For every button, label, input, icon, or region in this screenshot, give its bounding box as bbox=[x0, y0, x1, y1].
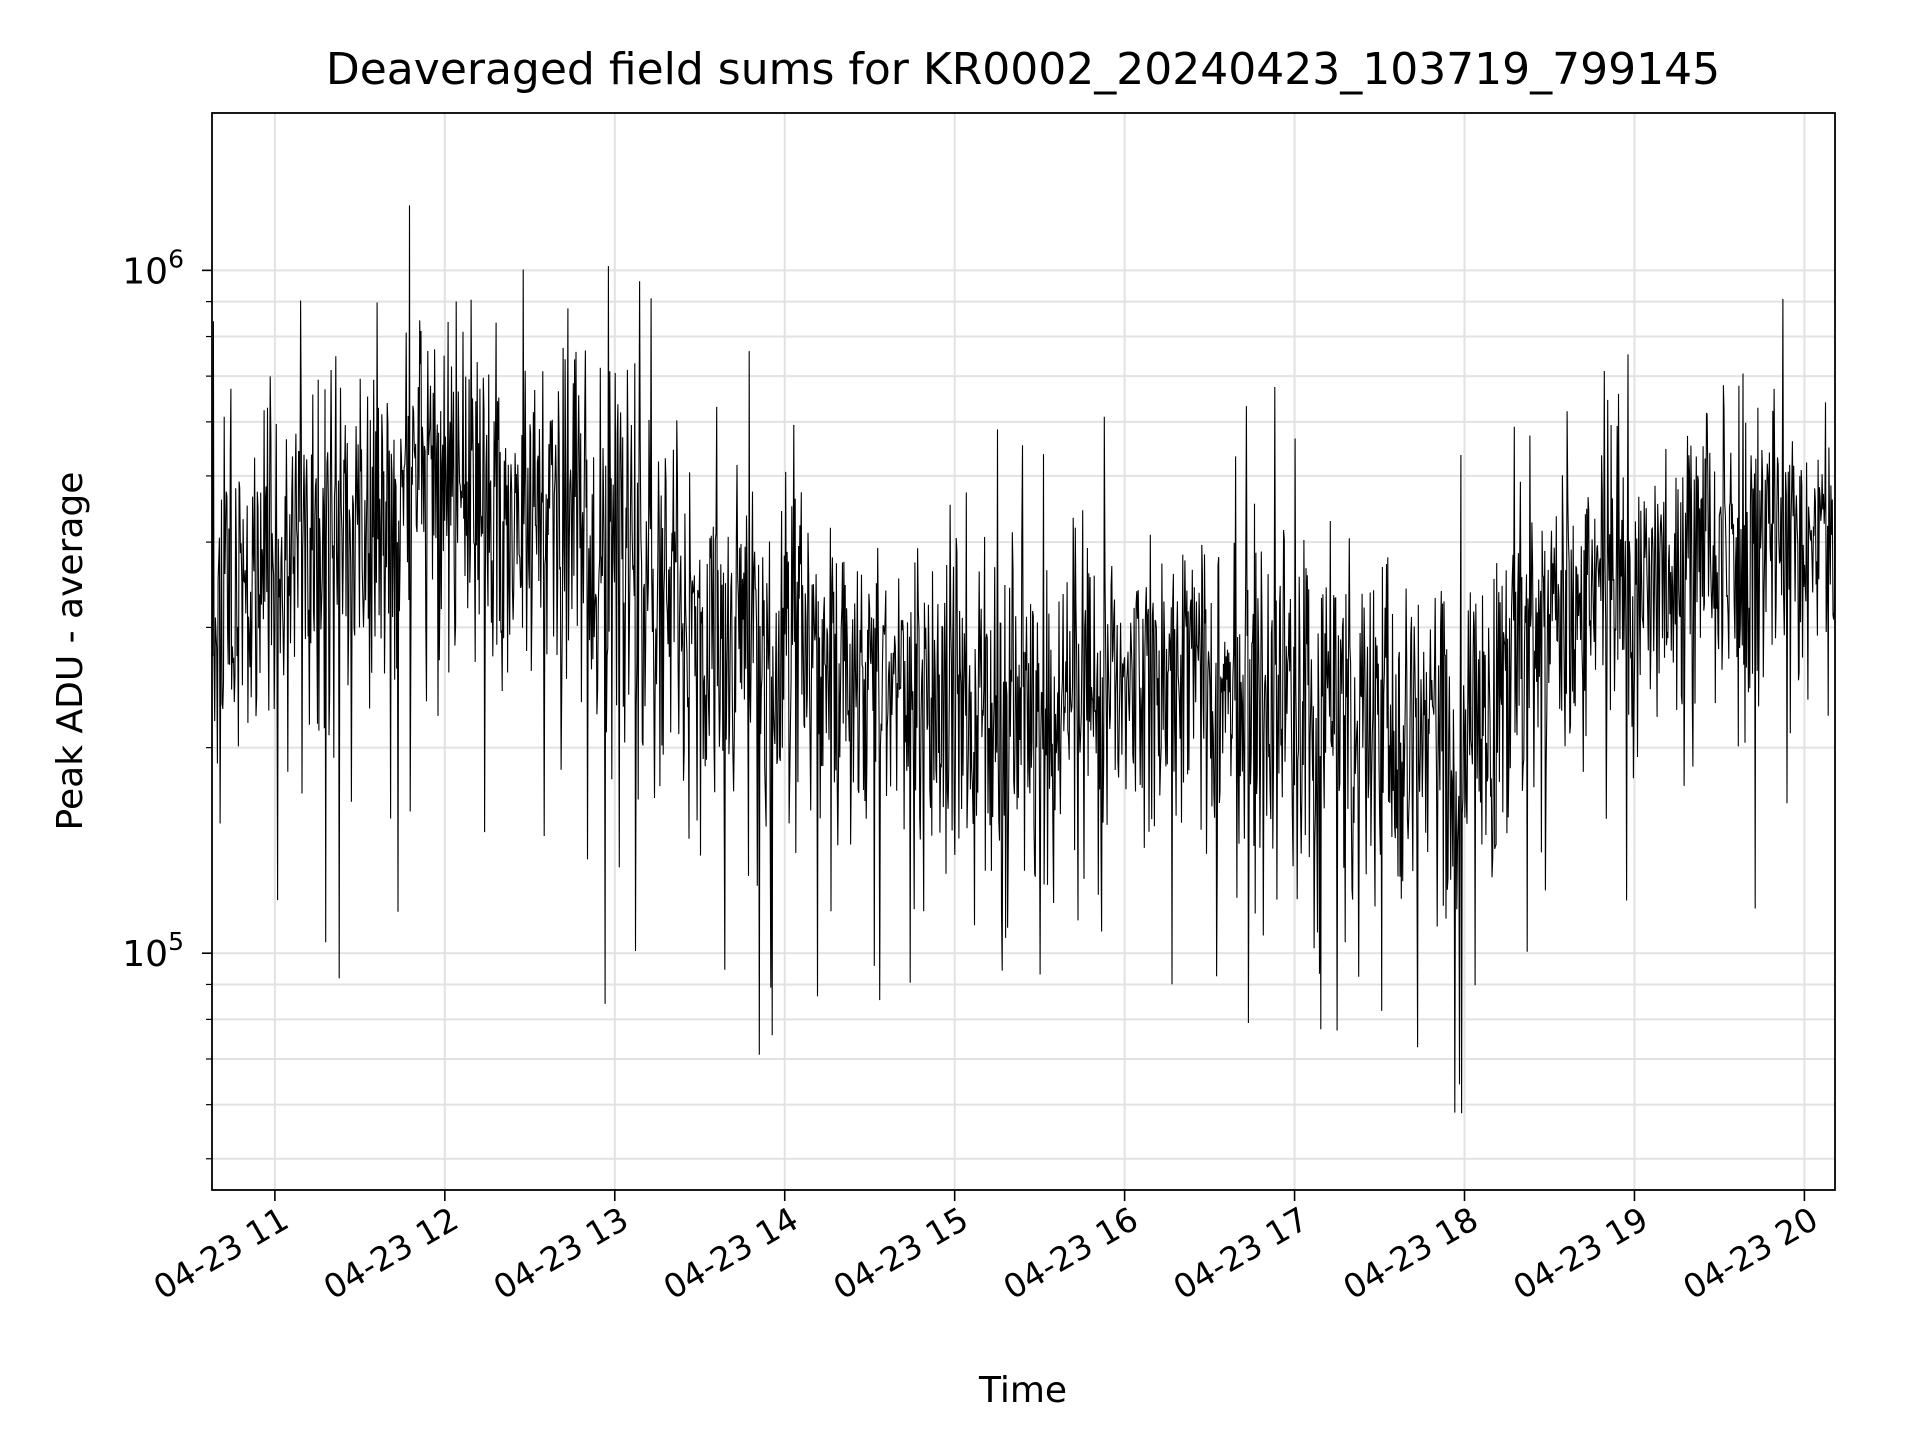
x-axis-label: Time bbox=[978, 1370, 1067, 1411]
y-axis-label: Peak ADU - average bbox=[50, 472, 91, 831]
chart-title: Deaveraged field sums for KR0002_2024042… bbox=[326, 44, 1720, 95]
plot-frame bbox=[211, 112, 1836, 1191]
series-line bbox=[211, 205, 1836, 1114]
series-layer bbox=[211, 205, 1836, 1114]
